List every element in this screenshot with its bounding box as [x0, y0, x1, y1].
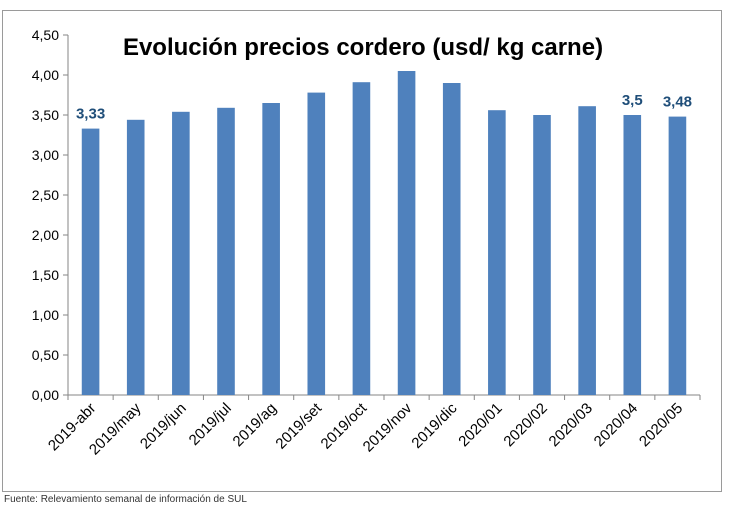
data-label: 3,33: [76, 106, 105, 123]
source-note: Fuente: Relevamiento semanal de informac…: [4, 494, 247, 505]
x-tick-label: 2020/02: [500, 400, 550, 450]
bar: [397, 71, 416, 395]
y-tick-label: 2,00: [32, 227, 59, 243]
bar: [488, 110, 506, 395]
y-tick-label: 1,00: [32, 307, 59, 323]
bar: [668, 116, 687, 395]
bar: [217, 107, 235, 396]
bar: [578, 106, 596, 395]
bar-chart: Evolución precios cordero (usd/ kg carne…: [32, 27, 701, 458]
x-tick-label: 2019/set: [272, 399, 325, 452]
x-tick-label: 2019/dic: [408, 399, 460, 451]
x-tick-label: 2020/04: [591, 400, 641, 450]
y-tick-label: 2,50: [32, 187, 59, 203]
bar: [172, 111, 190, 396]
x-tick-label: 2020/03: [546, 400, 596, 450]
x-tick-label: 2019/jul: [186, 400, 235, 449]
bar: [262, 103, 280, 395]
bar: [126, 119, 145, 396]
y-tick-label: 4,00: [32, 67, 59, 83]
x-tick-label: 2020/05: [636, 400, 686, 450]
data-label: 3,5: [622, 92, 643, 109]
bar: [623, 115, 642, 395]
x-tick-label: 2019/jun: [137, 400, 190, 453]
bar: [81, 128, 100, 395]
chart-title: Evolución precios cordero (usd/ kg carne…: [123, 34, 603, 61]
data-label: 3,48: [663, 94, 692, 111]
x-tick-label: 2019/ag: [230, 400, 280, 450]
y-tick-label: 3,00: [32, 147, 59, 163]
bar: [533, 115, 551, 395]
y-tick-label: 3,50: [32, 107, 59, 123]
bar: [352, 82, 371, 395]
y-tick-label: 0,50: [32, 347, 59, 363]
x-tick-label: 2019/nov: [360, 399, 416, 455]
bar: [442, 83, 461, 395]
bar: [307, 92, 326, 395]
x-tick-label: 2020/01: [455, 400, 505, 450]
y-tick-label: 0,00: [32, 387, 59, 403]
y-tick-label: 4,50: [32, 27, 59, 43]
y-tick-label: 1,50: [32, 267, 59, 283]
